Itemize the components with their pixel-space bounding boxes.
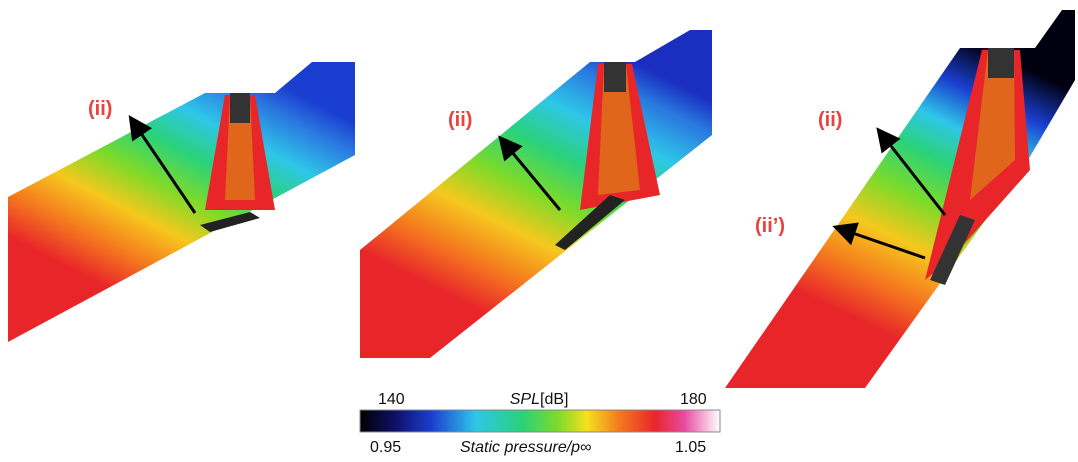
colorbar-min: 0.95 bbox=[370, 439, 401, 456]
panel-2: (ii) bbox=[360, 30, 712, 358]
panel-1: (ii) bbox=[8, 62, 355, 342]
colorbar-max: 180 bbox=[680, 391, 707, 408]
nozzle bbox=[988, 48, 1014, 78]
panel-label: (ii’) bbox=[755, 215, 785, 237]
colorbar-max: 1.05 bbox=[675, 439, 706, 456]
nozzle bbox=[230, 93, 250, 123]
panel-label: (ii) bbox=[818, 109, 842, 131]
colorbar-min: 140 bbox=[378, 391, 405, 408]
panel-label: (ii) bbox=[88, 98, 112, 120]
colorbar: 140 SPL [dB] 180 0.95 Static pressure/p∞… bbox=[360, 391, 720, 456]
figure: (ii) (ii) (ii) (ii’) 140 SPL [dB] 180 0.… bbox=[0, 0, 1078, 462]
colorbar-title: Static pressure/p∞ bbox=[460, 439, 591, 456]
page: (ii) (ii) (ii) (ii’) 140 SPL [dB] 180 0.… bbox=[0, 0, 1078, 462]
contour-field bbox=[8, 62, 355, 342]
nozzle bbox=[604, 62, 626, 92]
panel-label: (ii) bbox=[448, 109, 472, 131]
panel-3: (ii) (ii’) bbox=[725, 10, 1075, 388]
colorbar-symbol: SPL bbox=[510, 391, 540, 408]
colorbar-gradient bbox=[360, 410, 720, 432]
colorbar-symbol-text: SPL bbox=[510, 391, 540, 408]
colorbar-unit: [dB] bbox=[540, 391, 568, 408]
contour-field bbox=[725, 10, 1075, 388]
